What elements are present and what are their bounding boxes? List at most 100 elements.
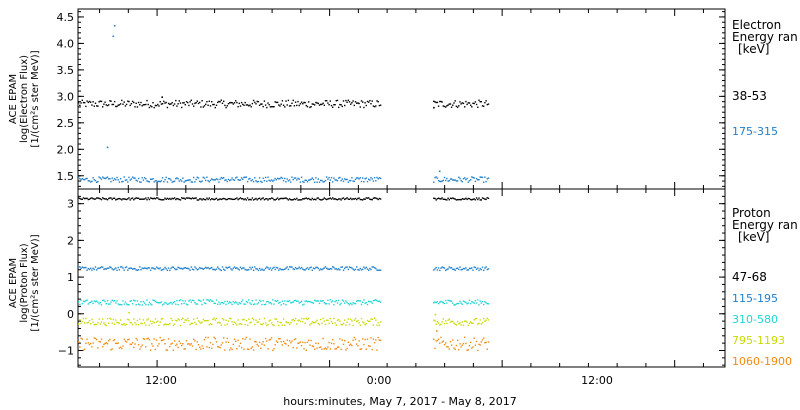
data-point-310-580 bbox=[267, 300, 269, 303]
data-point-310-580 bbox=[98, 303, 100, 305]
data-point-1060-1900 bbox=[141, 344, 143, 346]
data-point-310-580 bbox=[201, 303, 203, 306]
data-point-1060-1900 bbox=[467, 349, 469, 351]
data-point-115-195 bbox=[88, 268, 91, 271]
data-point-47-68 bbox=[244, 198, 246, 200]
data-point-38-53 bbox=[263, 100, 266, 102]
x-tick-label-1200-first: 12:00 bbox=[145, 374, 177, 387]
data-point-38-53 bbox=[479, 101, 481, 103]
data-point-175-315 bbox=[440, 180, 442, 183]
data-point-795-1193 bbox=[245, 320, 248, 322]
data-point-795-1193 bbox=[276, 320, 279, 323]
data-point-115-195 bbox=[81, 266, 83, 268]
data-point-1060-1900 bbox=[218, 346, 220, 348]
data-point-47-68 bbox=[462, 198, 465, 200]
data-point-115-195 bbox=[237, 268, 239, 270]
data-point-795-1193 bbox=[143, 322, 146, 324]
data-point-115-195 bbox=[119, 266, 122, 268]
data-point-115-195 bbox=[254, 266, 256, 268]
data-point-1060-1900 bbox=[372, 338, 375, 340]
data-point-38-53 bbox=[332, 106, 334, 108]
data-point-310-580 bbox=[128, 304, 130, 306]
data-point-310-580 bbox=[366, 303, 369, 306]
data-point-47-68 bbox=[202, 198, 204, 200]
data-point-47-68 bbox=[257, 198, 260, 200]
data-point-1060-1900 bbox=[171, 342, 173, 344]
data-point-47-68 bbox=[354, 197, 357, 200]
data-point-115-195 bbox=[184, 267, 186, 269]
data-point-795-1193 bbox=[449, 321, 452, 323]
electron-legend-unit: [keV] bbox=[738, 42, 769, 56]
data-point-175-315 bbox=[96, 181, 98, 183]
data-point-115-195 bbox=[449, 267, 452, 269]
data-point-310-580 bbox=[84, 300, 86, 303]
data-point-310-580 bbox=[130, 300, 133, 302]
data-point-1060-1900 bbox=[473, 337, 475, 339]
data-point-795-1193 bbox=[440, 323, 442, 325]
data-point-1060-1900 bbox=[287, 345, 290, 347]
data-point-47-68 bbox=[178, 198, 180, 201]
data-point-310-580 bbox=[208, 300, 210, 302]
data-point-310-580 bbox=[452, 302, 454, 304]
data-point-38-53 bbox=[191, 103, 194, 105]
data-point-1060-1900 bbox=[261, 343, 263, 345]
data-point-38-53 bbox=[230, 101, 232, 104]
data-point-38-53 bbox=[353, 104, 355, 107]
data-point-175-315 bbox=[245, 176, 248, 178]
data-point-175-315 bbox=[109, 178, 111, 180]
data-point-175-315 bbox=[93, 179, 95, 181]
data-point-38-53 bbox=[485, 100, 487, 102]
data-point-795-1193 bbox=[106, 318, 109, 320]
data-point-175-315 bbox=[459, 177, 461, 180]
data-point-175-315 bbox=[215, 178, 218, 180]
data-point-310-580 bbox=[78, 301, 80, 303]
data-point-38-53 bbox=[78, 102, 80, 104]
data-point-310-580 bbox=[285, 304, 287, 306]
data-point-38-53 bbox=[483, 105, 485, 107]
data-point-795-1193 bbox=[177, 318, 179, 320]
data-point-38-53 bbox=[218, 100, 220, 103]
data-point-1060-1900 bbox=[252, 349, 255, 351]
data-point-795-1193 bbox=[170, 317, 172, 320]
data-point-47-68 bbox=[285, 197, 287, 199]
data-point-38-53 bbox=[196, 100, 198, 102]
data-point-175-315 bbox=[327, 178, 329, 180]
data-point-115-195 bbox=[203, 267, 206, 270]
data-point-175-315 bbox=[85, 177, 87, 180]
data-point-795-1193 bbox=[160, 318, 163, 320]
data-point-115-195 bbox=[466, 269, 468, 271]
data-point-795-1193 bbox=[272, 324, 274, 326]
data-point-175-315 bbox=[346, 178, 348, 181]
data-point-1060-1900 bbox=[240, 346, 243, 349]
data-point-47-68 bbox=[461, 198, 463, 200]
data-point-310-580 bbox=[169, 302, 171, 304]
data-point-795-1193 bbox=[297, 319, 299, 322]
data-point-175-315 bbox=[128, 176, 130, 179]
electron-ylabel-line2: log(Electron Flux) bbox=[19, 55, 30, 143]
electron-legend-175-315: 175-315 bbox=[732, 125, 778, 138]
data-point-1060-1900 bbox=[279, 338, 281, 340]
data-point-1060-1900 bbox=[257, 345, 260, 347]
data-point-47-68 bbox=[225, 198, 227, 201]
data-point-115-195 bbox=[328, 268, 330, 270]
data-point-1060-1900 bbox=[85, 342, 87, 344]
data-point-47-68 bbox=[281, 197, 284, 200]
data-point-38-53 bbox=[130, 103, 133, 105]
data-point-38-53 bbox=[260, 103, 262, 105]
data-point-175-315 bbox=[118, 181, 121, 183]
data-point-310-580 bbox=[197, 299, 200, 301]
data-point-38-53 bbox=[193, 105, 195, 107]
data-point-47-68 bbox=[264, 198, 267, 200]
data-point-175-315 bbox=[105, 177, 107, 179]
data-point-47-68 bbox=[179, 199, 182, 201]
data-point-310-580 bbox=[263, 303, 266, 306]
y-tick-label: 3.5 bbox=[57, 64, 75, 77]
data-point-795-1193 bbox=[181, 318, 183, 321]
data-point-1060-1900 bbox=[288, 340, 291, 342]
data-point-310-580 bbox=[230, 302, 232, 304]
data-point-795-1193 bbox=[434, 320, 436, 322]
data-point-310-580 bbox=[215, 299, 218, 301]
data-point-175-315 bbox=[291, 176, 293, 178]
data-point-795-1193 bbox=[256, 321, 258, 323]
data-point-38-53 bbox=[90, 101, 92, 103]
